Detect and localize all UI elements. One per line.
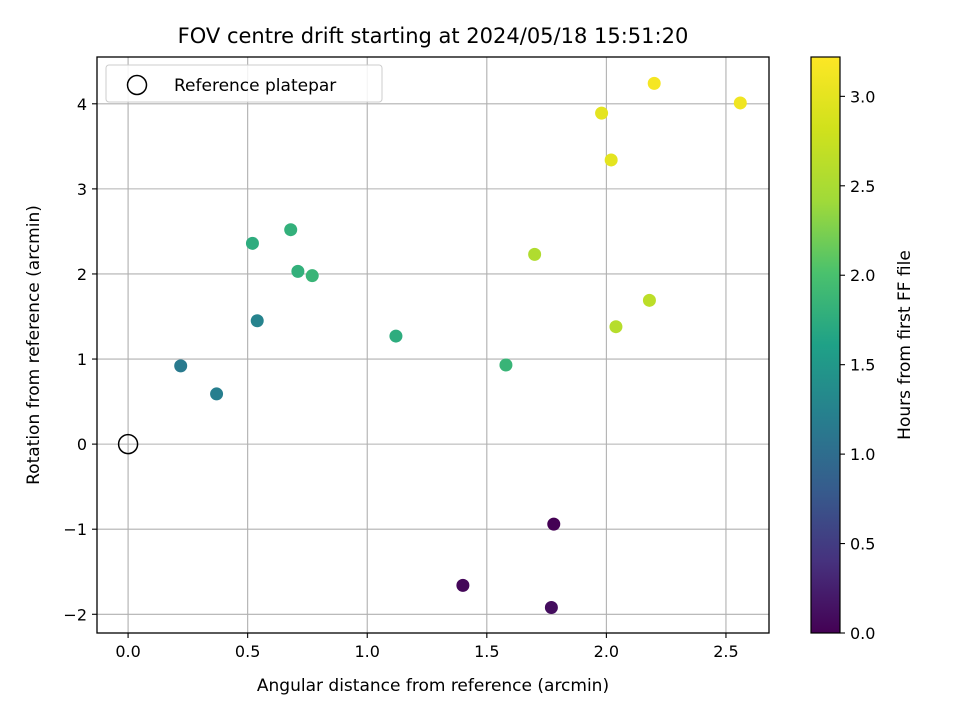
scatter-point <box>609 320 623 334</box>
scatter-point <box>305 269 319 283</box>
colorbar-tick-label: 2.5 <box>850 177 875 196</box>
colorbar-tick-label: 0.5 <box>850 535 875 554</box>
plot-area-frame <box>96 56 770 634</box>
scatter-point <box>250 314 264 328</box>
scatter-point <box>284 223 298 237</box>
y-tick-label: 4 <box>77 95 87 114</box>
axis-ticks: 0.0 0.5 1.0 1.5 2.0 2.5 −2 −1 0 1 2 3 4 <box>63 95 738 661</box>
colorbar-tick-label: 2.0 <box>850 266 875 285</box>
x-tick-label: 2.0 <box>594 642 619 661</box>
chart-title: FOV centre drift starting at 2024/05/18 … <box>178 24 689 48</box>
scatter-point <box>174 359 188 373</box>
legend-marker-reference-icon <box>126 74 148 96</box>
grid <box>97 57 769 633</box>
x-tick-label: 0.5 <box>235 642 260 661</box>
x-axis-title: Angular distance from reference (arcmin) <box>257 676 609 696</box>
y-tick-label: 1 <box>77 350 87 369</box>
scatter-point <box>528 247 542 261</box>
scatter-point <box>499 358 513 372</box>
scatter-point <box>733 96 747 110</box>
legend-entry-reference-platepar: Reference platepar <box>174 76 336 96</box>
y-tick-label: 2 <box>77 265 87 284</box>
y-tick-label: −1 <box>63 520 87 539</box>
x-tick-label: 1.5 <box>474 642 499 661</box>
scatter-point <box>389 329 403 343</box>
x-tick-label: 2.5 <box>713 642 738 661</box>
x-tick-label: 1.0 <box>355 642 380 661</box>
legend: Reference platepar <box>105 64 383 103</box>
colorbar-gradient <box>810 56 841 634</box>
colorbar-tick-label: 0.0 <box>850 624 875 643</box>
scatter-point <box>245 236 259 250</box>
y-tick-label: 3 <box>77 180 87 199</box>
x-tick-label: 0.0 <box>115 642 140 661</box>
y-axis-title: Rotation from reference (arcmin) <box>24 205 44 485</box>
scatter-point <box>456 578 470 592</box>
colorbar: 0.0 0.5 1.0 1.5 2.0 2.5 3.0 Hours from first F… <box>810 56 915 643</box>
scatter-point <box>604 153 618 167</box>
colorbar-tick-label: 1.0 <box>850 445 875 464</box>
colorbar-tick-label: 3.0 <box>850 87 875 106</box>
y-tick-label: −2 <box>63 605 87 624</box>
y-tick-label: 0 <box>77 435 87 454</box>
scatter-points <box>117 76 747 614</box>
scatter-point <box>544 600 558 614</box>
scatter-point <box>210 387 224 401</box>
scatter-point <box>291 264 305 278</box>
reference-platepar-marker <box>117 433 139 455</box>
scatter-point <box>647 76 661 90</box>
legend-box <box>105 64 383 103</box>
colorbar-ticks: 0.0 0.5 1.0 1.5 2.0 2.5 3.0 <box>840 87 875 643</box>
scatter-point <box>547 517 561 531</box>
colorbar-label: Hours from first FF file <box>895 250 915 440</box>
scatter-point <box>595 106 609 120</box>
colorbar-tick-label: 1.5 <box>850 356 875 375</box>
scatter-point <box>642 293 656 307</box>
